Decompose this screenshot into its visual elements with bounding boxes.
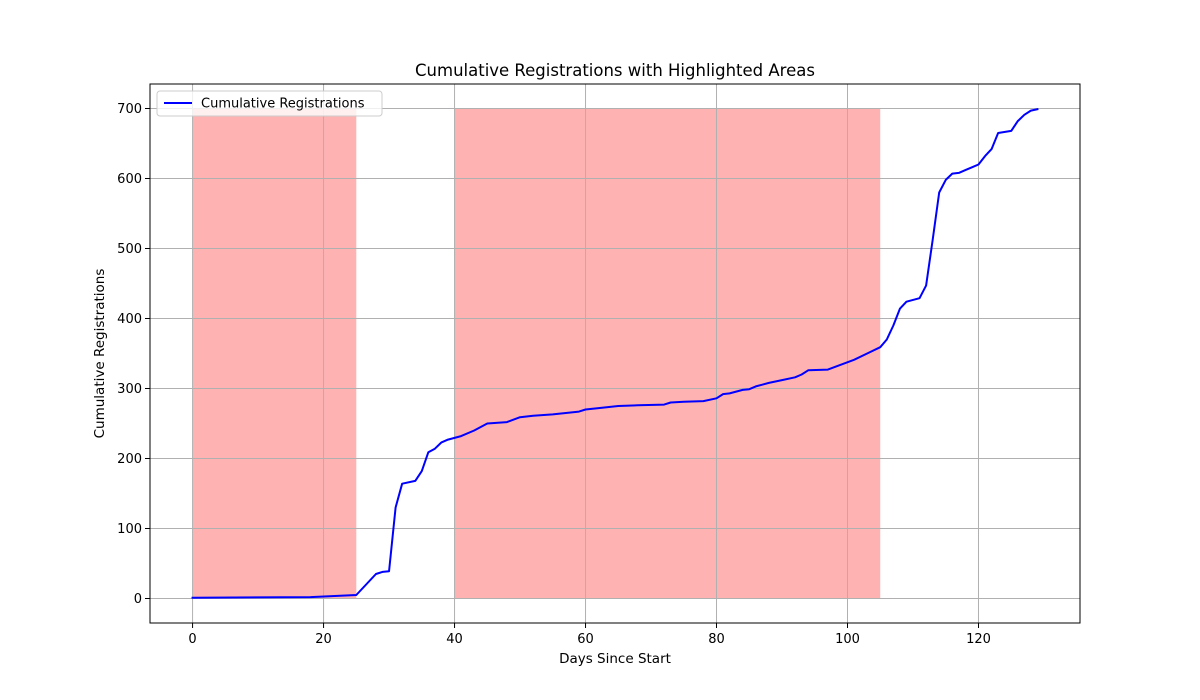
y-tick-label: 700 bbox=[117, 102, 142, 117]
legend: Cumulative Registrations bbox=[156, 90, 383, 117]
highlight-region-2 bbox=[454, 108, 881, 599]
legend-label: Cumulative Registrations bbox=[201, 97, 365, 112]
x-tick-label: 120 bbox=[966, 632, 991, 647]
x-tick-label: 20 bbox=[315, 632, 332, 647]
x-axis: 0 20 40 60 80 100 120 bbox=[188, 623, 991, 647]
y-tick-label: 100 bbox=[117, 522, 142, 537]
x-axis-title: Days Since Start bbox=[559, 651, 671, 667]
y-tick-label: 200 bbox=[117, 452, 142, 467]
y-tick-label: 500 bbox=[117, 242, 142, 257]
y-tick-label: 300 bbox=[117, 382, 142, 397]
plot-area-background bbox=[150, 84, 1080, 623]
x-tick-label: 80 bbox=[708, 632, 725, 647]
y-axis-title: Cumulative Registrations bbox=[92, 269, 108, 439]
chart-title: Cumulative Registrations with Highlighte… bbox=[415, 61, 815, 80]
y-tick-label: 600 bbox=[117, 172, 142, 187]
y-axis: 0 100 200 300 400 500 600 700 bbox=[117, 102, 150, 607]
series-lines bbox=[191, 108, 1039, 599]
x-tick-label: 0 bbox=[188, 632, 196, 647]
x-tick-label: 40 bbox=[446, 632, 463, 647]
x-tick-label: 100 bbox=[835, 632, 860, 647]
y-tick-label: 0 bbox=[134, 592, 142, 607]
highlight-region-1 bbox=[192, 108, 357, 599]
x-tick-label: 60 bbox=[577, 632, 594, 647]
legend-box bbox=[156, 90, 383, 117]
y-tick-label: 400 bbox=[117, 312, 142, 327]
plot-frame bbox=[149, 83, 1081, 624]
highlight-regions bbox=[192, 108, 881, 599]
series-line-1 bbox=[191, 108, 1039, 599]
